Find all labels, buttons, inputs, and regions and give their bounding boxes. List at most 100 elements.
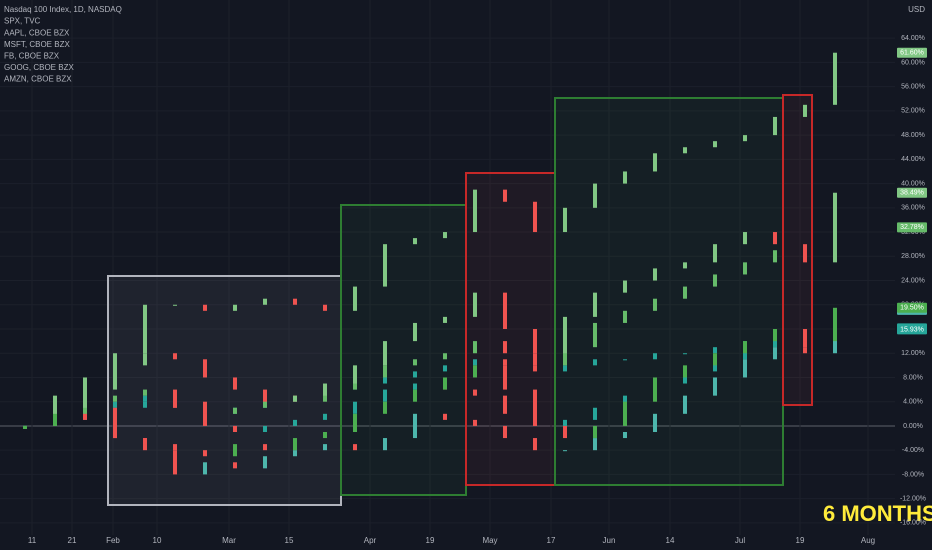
candle-body — [533, 353, 537, 366]
candle-body — [323, 413, 327, 420]
candle-body — [353, 413, 357, 432]
candle-body — [773, 250, 777, 263]
range-box — [782, 94, 813, 406]
legend-entry: AMZN, CBOE BZX — [4, 75, 72, 84]
candle-body — [263, 444, 267, 451]
candle-body — [503, 425, 507, 439]
legend-entry: GOOG, CBOE BZX — [4, 63, 74, 72]
candle-body — [233, 444, 237, 457]
candle-body — [803, 244, 807, 263]
candle-body — [653, 268, 657, 281]
candle-body — [713, 377, 717, 396]
candle-body — [773, 347, 777, 360]
y-tick-label: 32.00% — [901, 229, 925, 236]
candle-body — [503, 395, 507, 414]
y-tick-label: 48.00% — [901, 132, 925, 139]
candle-body — [683, 353, 687, 355]
candle-body — [413, 359, 417, 366]
candle-body — [833, 307, 837, 342]
y-tick-label: 4.00% — [903, 399, 923, 406]
y-tick-label: 8.00% — [903, 374, 923, 381]
candle-body — [563, 365, 567, 372]
x-tick-label: Feb — [106, 536, 120, 545]
candle-body — [293, 419, 297, 426]
legend-entry: MSFT, CBOE BZX — [4, 40, 70, 49]
candle-body — [203, 407, 207, 426]
candle-body — [203, 450, 207, 457]
candle-body — [53, 413, 57, 426]
last-value-label: 61.60% — [900, 50, 924, 57]
candle-body — [83, 413, 87, 420]
candle-body — [713, 274, 717, 287]
candle-body — [743, 359, 747, 378]
candle-body — [743, 232, 747, 245]
candle-body — [383, 401, 387, 414]
candle-body — [563, 419, 567, 426]
candle-body — [263, 425, 267, 432]
candle-body — [473, 292, 477, 317]
candle-body — [233, 407, 237, 414]
y-tick-label: 36.00% — [901, 205, 925, 212]
candle-body — [233, 377, 237, 390]
candle-body — [323, 444, 327, 451]
candle-body — [143, 353, 147, 366]
candle-body — [293, 298, 297, 305]
candle-body — [683, 365, 687, 378]
candle-body — [833, 192, 837, 263]
candle-body — [623, 310, 627, 323]
currency: USD — [908, 5, 925, 14]
y-tick-label: 60.00% — [901, 59, 925, 66]
candles — [23, 52, 837, 475]
candle-body — [593, 425, 597, 439]
candle-body — [353, 365, 357, 384]
candle-body — [623, 431, 627, 439]
annotation: 6 MONTHS — [823, 501, 932, 526]
candle-body — [563, 316, 567, 354]
candle-body — [683, 371, 687, 384]
candle-body — [233, 304, 237, 311]
x-tick-label: 14 — [666, 536, 675, 545]
candle-body — [803, 347, 807, 354]
candle-body — [503, 359, 507, 366]
y-tick-label: 0.00% — [903, 423, 923, 430]
candle-body — [443, 316, 447, 323]
candle-body — [143, 395, 147, 402]
candle-body — [413, 238, 417, 245]
candle-body — [293, 395, 297, 402]
candle-body — [293, 438, 297, 451]
y-tick-label: 12.00% — [901, 350, 925, 357]
candle-body — [743, 341, 747, 354]
candle-body — [413, 413, 417, 439]
candle-body — [803, 104, 807, 117]
candle-body — [143, 389, 147, 396]
candle-body — [773, 232, 777, 245]
candle-body — [713, 353, 717, 366]
candle-body — [503, 341, 507, 354]
candle-body — [83, 389, 87, 408]
candle-body — [443, 232, 447, 239]
x-tick-label: Jun — [603, 536, 616, 545]
legend-entry: SPX, TVC — [4, 17, 41, 26]
candle-body — [443, 377, 447, 390]
candle-body — [623, 280, 627, 293]
candle-body — [563, 425, 567, 439]
candle-body — [593, 359, 597, 366]
candle-body — [713, 141, 717, 148]
candle-body — [353, 444, 357, 451]
candle-body — [503, 365, 507, 390]
candle-body — [143, 304, 147, 354]
candle-body — [743, 262, 747, 275]
candle-body — [113, 353, 117, 390]
grid — [0, 425, 895, 427]
candle-body — [443, 365, 447, 372]
y-tick-label: -12.00% — [900, 495, 926, 502]
x-tick-label: Jul — [735, 536, 745, 545]
x-tick-label: 15 — [285, 536, 294, 545]
y-tick-label: 28.00% — [901, 253, 925, 260]
x-tick-label: 17 — [547, 536, 556, 545]
x-tick-label: May — [482, 536, 497, 545]
candle-body — [143, 401, 147, 408]
candle-body — [803, 328, 807, 342]
candle-body — [293, 450, 297, 457]
